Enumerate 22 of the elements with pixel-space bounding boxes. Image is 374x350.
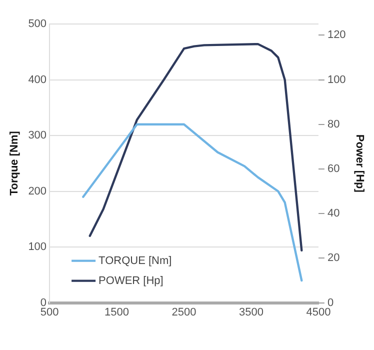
x-tick-label: 500 [40,306,59,318]
y-tick-label: 300 [28,130,47,142]
y2-tick-label: 40 [327,208,340,220]
y-tick-label: 400 [28,74,47,86]
y2-tick-label: 80 [327,118,340,130]
y2-tick-label: 20 [327,252,340,264]
y2-tick-label: 100 [327,74,346,86]
legend-label: TORQUE [Nm] [98,254,172,267]
x-tick-label: 4500 [306,306,331,318]
y2-tick-label: 120 [327,29,346,42]
y-tick-label: 500 [28,18,47,30]
y-tick-label: 0 [40,296,47,309]
y-tick-label: 100 [28,241,47,254]
y-axis-title: Torque [Nm] [8,130,21,196]
x-tick-label: 3500 [238,306,264,318]
y2-tick-label: 0 [327,296,334,309]
x-tick-label: 1500 [104,306,130,318]
y2-axis-title: Power [Hp] [353,134,366,193]
y-tick-label: 200 [28,185,47,198]
y2-tick-label: 60 [327,163,340,176]
legend-label: POWER [Hp] [98,274,164,287]
x-tick-label: 2500 [172,306,196,318]
